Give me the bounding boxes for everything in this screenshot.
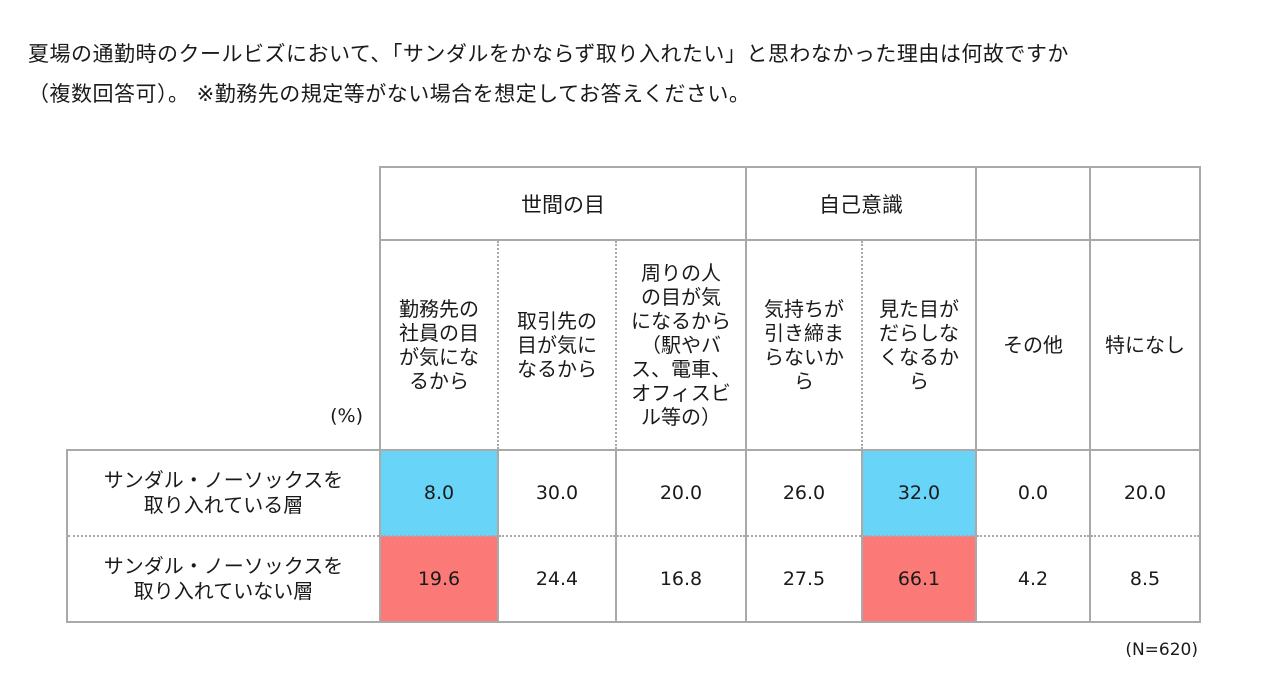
group-header-self-awareness: 自己意識 (745, 166, 977, 241)
question-line-1: 夏場の通勤時のクールビズにおいて、「サンダルをかならず取り入れたい」と思わなかっ… (28, 42, 1069, 66)
value-cell: 0.0 (975, 449, 1091, 537)
value-cell: 30.0 (497, 449, 617, 537)
corner-empty (67, 167, 380, 240)
value-cell: 4.2 (975, 535, 1091, 623)
value-cell: 20.0 (615, 449, 747, 537)
group-header-public-eye: 世間の目 (379, 166, 747, 241)
column-header: 周りの人 の目が気 になるから （駅やバ ス、電車、 オフィスビ ル等の） (615, 239, 747, 451)
row-header: サンダル・ノーソックスを 取り入れている層 (66, 449, 381, 537)
group-header-blank-1 (975, 166, 1091, 241)
unit-cell: (%) (67, 240, 381, 451)
survey-question: 夏場の通勤時のクールビズにおいて、「サンダルをかならず取り入れたい」と思わなかっ… (28, 34, 1258, 114)
value-cell: 66.1 (861, 535, 977, 623)
column-header-row: (%) 勤務先の 社員の目 が気にな るから 取引先の 目が気に なるから 周り… (67, 239, 1201, 451)
column-header: その他 (975, 239, 1091, 451)
value-cell: 20.0 (1089, 449, 1201, 537)
value-cell: 32.0 (861, 449, 977, 537)
value-cell: 8.5 (1089, 535, 1201, 623)
group-header-row: 世間の目 自己意識 (67, 166, 1201, 241)
value-cell: 27.5 (745, 535, 863, 623)
results-table: 世間の目 自己意識 (%) 勤務先の 社員の目 が気にな るから 取引先の 目が… (66, 166, 1201, 623)
column-header: 特になし (1089, 239, 1201, 451)
column-header: 見た目が だらしな くなるか ら (861, 239, 977, 451)
row-header: サンダル・ノーソックスを 取り入れていない層 (66, 535, 381, 623)
group-header-blank-2 (1089, 166, 1201, 241)
value-cell: 16.8 (615, 535, 747, 623)
data-row: サンダル・ノーソックスを 取り入れている層 8.0 30.0 20.0 26.0… (66, 449, 1201, 537)
value-cell: 24.4 (497, 535, 617, 623)
question-line-2: （複数回答可）。 ※勤務先の規定等がない場合を想定してお答えください。 (28, 82, 751, 106)
sample-size-note: (N=620) (1125, 640, 1198, 660)
unit-label: (%) (330, 405, 363, 427)
column-header: 取引先の 目が気に なるから (497, 239, 617, 451)
column-header: 勤務先の 社員の目 が気にな るから (379, 239, 499, 451)
data-row: サンダル・ノーソックスを 取り入れていない層 19.6 24.4 16.8 27… (66, 535, 1201, 623)
value-cell: 19.6 (379, 535, 499, 623)
value-cell: 26.0 (745, 449, 863, 537)
column-header: 気持ちが 引き締ま らないか ら (745, 239, 863, 451)
value-cell: 8.0 (379, 449, 499, 537)
